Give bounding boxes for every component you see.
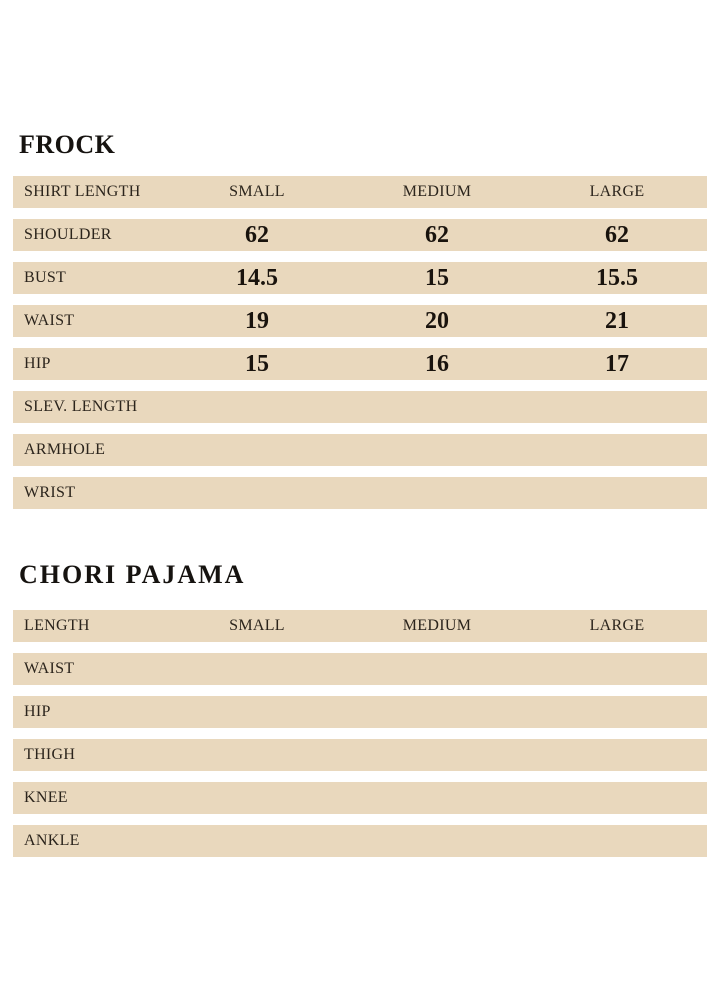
table-row-ankle: ANKLE <box>13 825 707 857</box>
row-label: HIP <box>24 355 51 372</box>
column-header-large: LARGE <box>589 617 645 634</box>
frock-title: FROCK <box>19 130 116 159</box>
table-row-bust: BUST 14.5 15 15.5 <box>13 262 707 294</box>
row-label: THIGH <box>24 746 76 763</box>
row-label: ARMHOLE <box>24 441 106 458</box>
column-header-small: SMALL <box>229 183 285 200</box>
row-label: WAIST <box>24 660 75 677</box>
frock-header-row: SHIRT LENGTH SMALL MEDIUM LARGE <box>13 176 707 208</box>
cell-value: 15.5 <box>596 264 638 291</box>
cell-value: 17 <box>605 350 629 377</box>
cell-value: 19 <box>245 307 269 334</box>
cell-value: 62 <box>245 221 269 248</box>
column-header-small: SMALL <box>229 617 285 634</box>
size-chart-page: FROCK SHIRT LENGTH SMALL MEDIUM LARGE SH… <box>13 130 707 857</box>
row-label: WRIST <box>24 484 76 501</box>
table-row-shoulder: SHOULDER 62 62 62 <box>13 219 707 251</box>
chori-pajama-size-table: LENGTH SMALL MEDIUM LARGE WAIST HIP THIG… <box>13 610 707 857</box>
table-row-knee: KNEE <box>13 782 707 814</box>
cell-value: 62 <box>605 221 629 248</box>
cell-value: 14.5 <box>236 264 278 291</box>
cell-value: 16 <box>425 350 449 377</box>
cell-value: 62 <box>425 221 449 248</box>
frock-size-table: SHIRT LENGTH SMALL MEDIUM LARGE SHOULDER… <box>13 176 707 509</box>
cell-value: 15 <box>425 264 449 291</box>
table-row-waist: WAIST <box>13 653 707 685</box>
cell-value: 20 <box>425 307 449 334</box>
row-label: HIP <box>24 703 51 720</box>
row-label: SHOULDER <box>24 226 112 243</box>
row-label: SLEV. LENGTH <box>24 398 138 415</box>
pajama-header-row: LENGTH SMALL MEDIUM LARGE <box>13 610 707 642</box>
table-row-thigh: THIGH <box>13 739 707 771</box>
table-row-wrist: WRIST <box>13 477 707 509</box>
cell-value: 15 <box>245 350 269 377</box>
table-row-waist: WAIST 19 20 21 <box>13 305 707 337</box>
column-header-large: LARGE <box>589 183 645 200</box>
column-header-medium: MEDIUM <box>402 617 472 634</box>
row-label: KNEE <box>24 789 68 806</box>
row-label: WAIST <box>24 312 75 329</box>
column-header-measure: LENGTH <box>24 617 90 634</box>
table-row-hip: HIP <box>13 696 707 728</box>
chori-pajama-title: CHORI PAJAMA <box>19 560 246 589</box>
table-row-hip: HIP 15 16 17 <box>13 348 707 380</box>
row-label: ANKLE <box>24 832 80 849</box>
column-header-measure: SHIRT LENGTH <box>24 183 141 200</box>
row-label: BUST <box>24 269 67 286</box>
table-row-armhole: ARMHOLE <box>13 434 707 466</box>
table-row-sleeve-length: SLEV. LENGTH <box>13 391 707 423</box>
cell-value: 21 <box>605 307 629 334</box>
frock-section: FROCK SHIRT LENGTH SMALL MEDIUM LARGE SH… <box>13 130 707 509</box>
column-header-medium: MEDIUM <box>402 183 472 200</box>
chori-pajama-section: CHORI PAJAMA LENGTH SMALL MEDIUM LARGE W… <box>13 560 707 857</box>
